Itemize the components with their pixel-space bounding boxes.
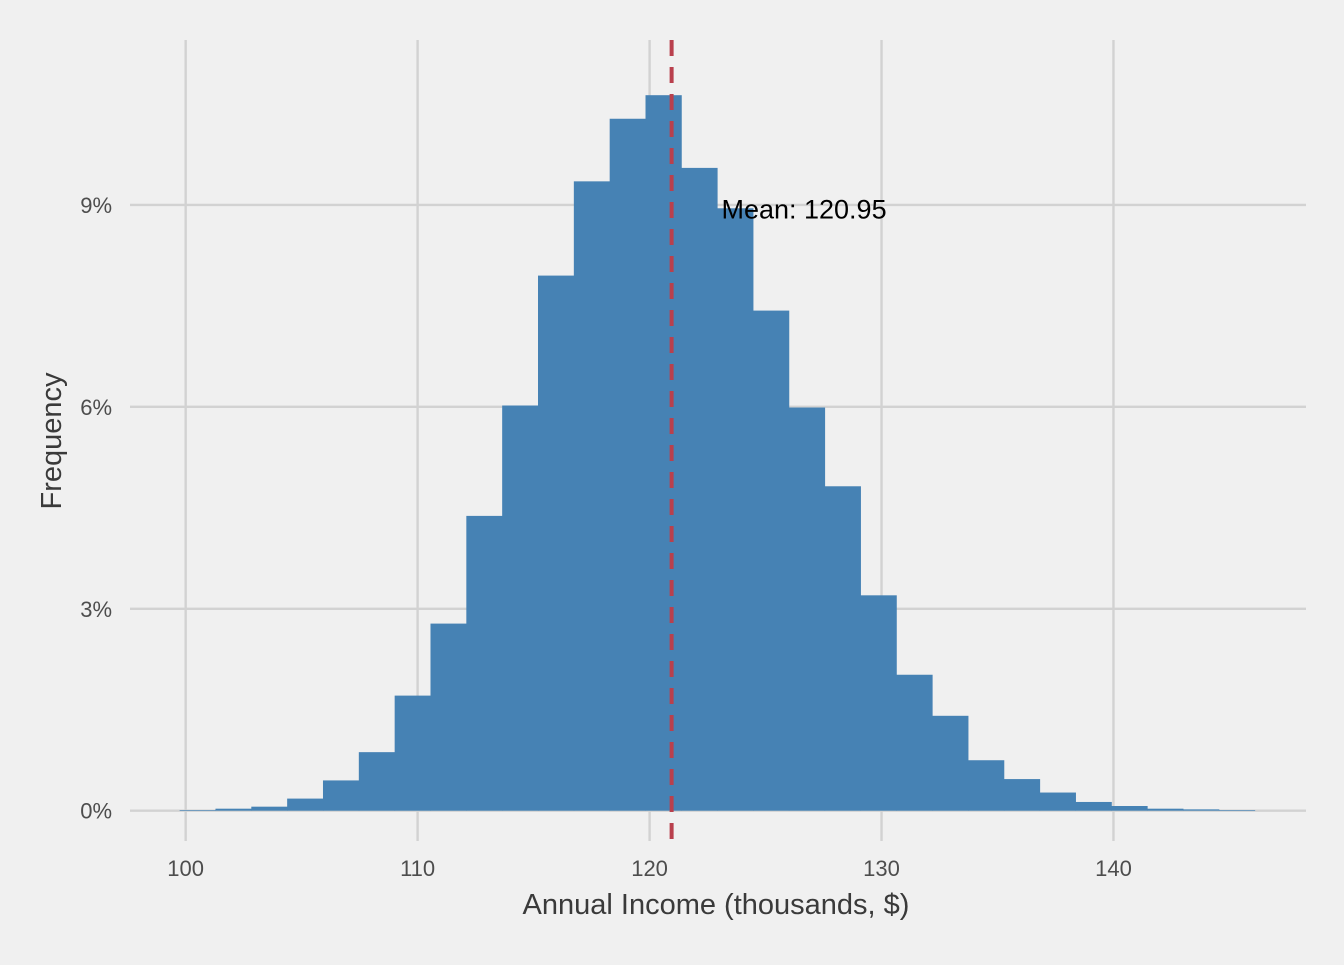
y-tick-label: 6% [80, 395, 112, 420]
histogram-bar [609, 118, 646, 811]
y-axis-tick-labels: 0% 3% 6% 9% [80, 193, 112, 824]
x-tick-label: 100 [167, 856, 204, 881]
histogram-bar [1039, 792, 1076, 811]
mean-annotation: Mean: 120.95 [721, 194, 886, 224]
y-tick-label: 3% [80, 597, 112, 622]
histogram-bar [932, 715, 969, 811]
histogram-bar [1147, 808, 1184, 811]
x-tick-label: 120 [631, 856, 668, 881]
y-axis-title: Frequency [36, 372, 68, 510]
y-tick-label: 9% [80, 193, 112, 218]
histogram-bar [1183, 809, 1220, 811]
histogram-bars [179, 95, 1256, 811]
histogram-bar [717, 208, 754, 811]
histogram-bar [215, 808, 252, 811]
histogram-bar [322, 780, 360, 811]
histogram-bar [824, 486, 861, 811]
y-tick-label: 0% [80, 799, 112, 824]
histogram-bar [1111, 806, 1148, 811]
histogram-bar [573, 181, 611, 811]
histogram-bar [896, 674, 933, 811]
histogram-bar [753, 310, 790, 811]
histogram-bar [1218, 810, 1256, 811]
histogram-bar [502, 405, 539, 811]
histogram-bar [394, 695, 431, 811]
histogram-bar [358, 752, 396, 811]
x-tick-label: 130 [863, 856, 900, 881]
x-tick-label: 110 [400, 856, 435, 881]
histogram-bar [681, 167, 718, 811]
histogram-bar [788, 407, 826, 811]
histogram-bar [645, 95, 682, 811]
histogram-bar [287, 798, 324, 811]
x-axis-title: Annual Income (thousands, $) [523, 889, 910, 921]
histogram-bar [1003, 779, 1041, 811]
histogram-bar [430, 623, 467, 811]
histogram-bar [1075, 801, 1112, 811]
x-axis-tick-labels: 100 110 120 130 140 [167, 856, 1132, 881]
histogram-bar [251, 806, 288, 811]
histogram-bar [179, 810, 216, 811]
histogram-bar [466, 515, 503, 811]
histogram-bar [538, 275, 575, 811]
annotation-layer: Mean: 120.95 [721, 194, 886, 224]
horizontal-gridlines [130, 203, 1306, 812]
histogram-bar [968, 760, 1005, 811]
x-tick-label: 140 [1095, 856, 1132, 881]
histogram-bar [860, 595, 897, 811]
